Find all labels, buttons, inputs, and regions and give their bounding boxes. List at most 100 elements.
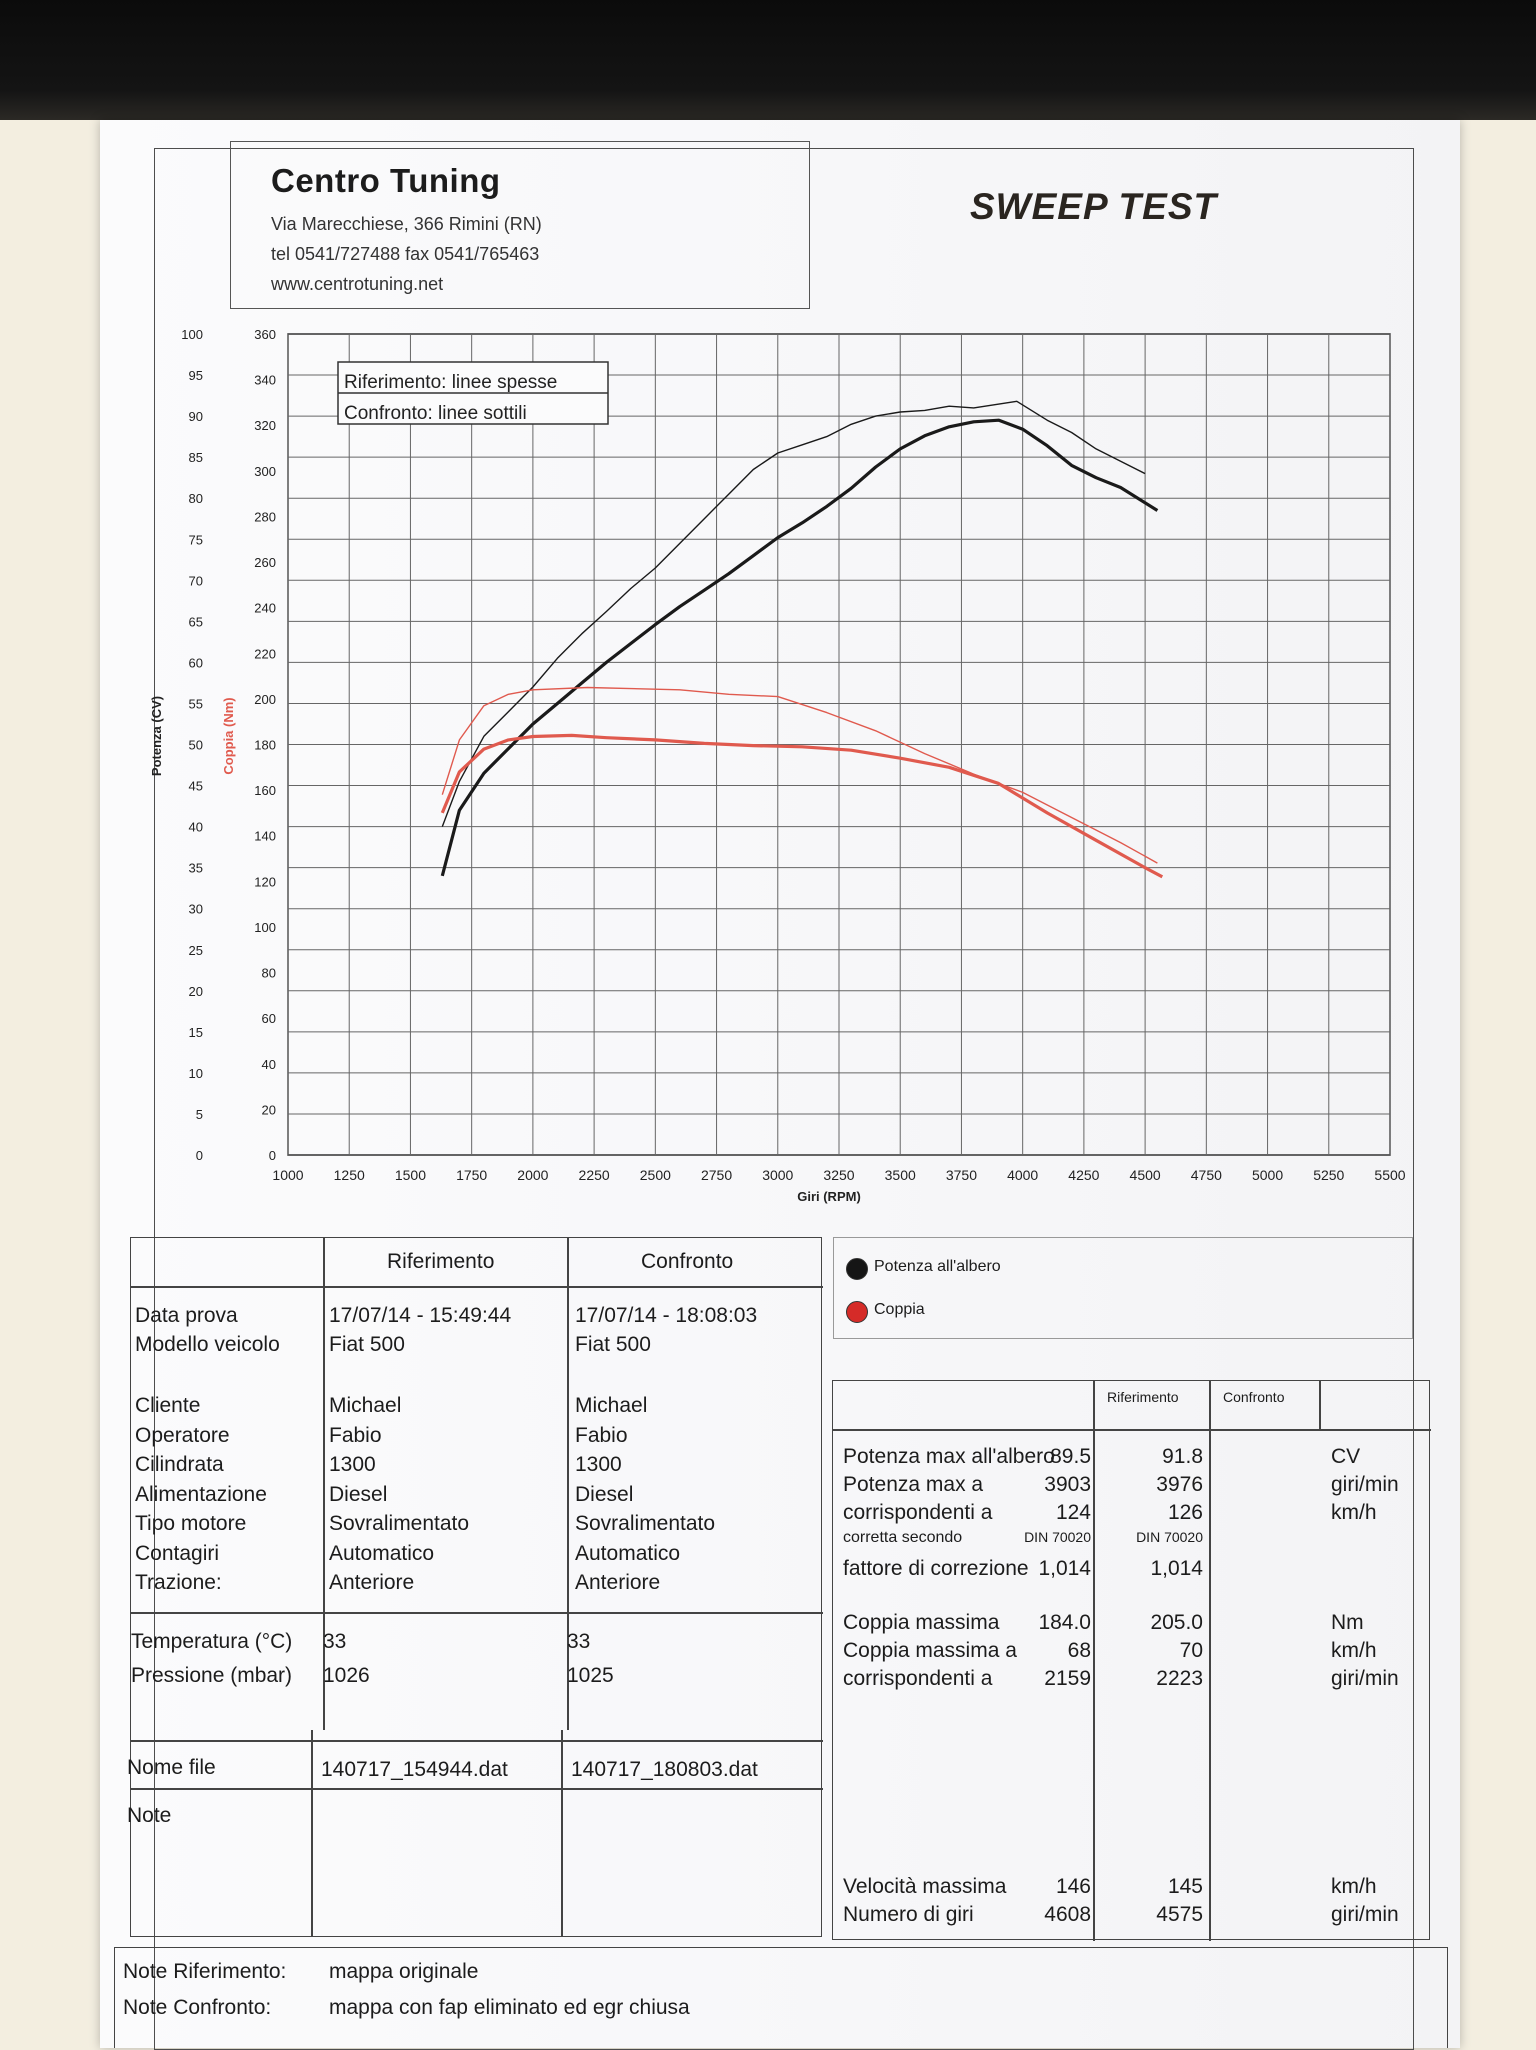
results-power-cmp-3: DIN 70020 <box>1136 1529 1203 1545</box>
x-tick-label: 4250 <box>1068 1167 1099 1183</box>
torque-tick-label: 300 <box>254 464 276 479</box>
results-speed-labels-1: Numero di giri <box>843 1903 974 1926</box>
results-power-ref-3: DIN 70020 <box>1024 1529 1091 1545</box>
results-power-ref-4: 1,014 <box>1038 1557 1091 1580</box>
torque-tick-label: 80 <box>262 966 276 981</box>
note-label: Note <box>127 1804 172 1827</box>
power-tick-label: 90 <box>189 409 203 424</box>
chart-legend-box: Riferimento: linee spesse Confronto: lin… <box>337 361 609 425</box>
results-power-ref-2: 124 <box>1055 1501 1091 1524</box>
power-tick-label: 95 <box>189 368 203 383</box>
results-torque-ref-0: 184.0 <box>1038 1611 1091 1634</box>
results-speed-cmp-1: 4575 <box>1156 1903 1203 1926</box>
torque-tick-label: 280 <box>254 509 276 524</box>
group2-cmp-1: Fabio <box>575 1423 628 1447</box>
power-tick-label: 60 <box>189 655 203 670</box>
legend-dot-power <box>846 1258 868 1280</box>
power-tick-label: 80 <box>189 491 203 506</box>
x-tick-label: 2000 <box>517 1167 548 1183</box>
col-header-confronto: Confronto <box>641 1250 734 1273</box>
torque-tick-label: 220 <box>254 646 276 661</box>
results-col-confronto: Confronto <box>1223 1389 1285 1405</box>
group2-ref-1: Fabio <box>329 1423 382 1447</box>
env-ref-1: 1026 <box>323 1664 370 1687</box>
x-tick-label: 3500 <box>885 1167 916 1183</box>
torque-tick-label: 120 <box>254 874 276 889</box>
torque-tick-label: 60 <box>262 1011 276 1026</box>
group1-cmp-1: Fiat 500 <box>575 1333 651 1356</box>
results-power-units-2: km/h <box>1331 1501 1377 1524</box>
results-power-cmp-0: 91.8 <box>1162 1445 1203 1468</box>
company-phone-fax: tel 0541/727488 fax 0541/765463 <box>271 244 540 264</box>
results-table: Riferimento Confronto Potenza max all'al… <box>832 1380 1431 1941</box>
env-labels-1: Pressione (mbar) <box>131 1664 293 1687</box>
legend-confronto-thin: Confronto: linee sottili <box>344 403 527 424</box>
x-tick-label: 1750 <box>456 1167 487 1183</box>
group2-ref-0: Michael <box>329 1394 402 1417</box>
x-tick-label: 2250 <box>579 1167 610 1183</box>
torque-tick-label: 320 <box>254 418 276 433</box>
notes-box: Note Riferimento: mappa originale Note C… <box>114 1947 1448 2048</box>
power-tick-label: 85 <box>189 450 203 465</box>
results-torque-labels-0: Coppia massima <box>843 1611 1000 1634</box>
group2-ref-6: Anteriore <box>329 1571 415 1594</box>
group2-cmp-5: Automatico <box>575 1541 681 1565</box>
x-tick-label: 3750 <box>946 1167 977 1183</box>
results-torque-units-1: km/h <box>1331 1639 1377 1662</box>
power-tick-label: 65 <box>189 614 203 629</box>
group2-labels-2: Cilindrata <box>135 1453 224 1476</box>
results-torque-units-0: Nm <box>1331 1611 1364 1634</box>
torque-tick-label: 260 <box>254 555 276 570</box>
power-tick-label: 75 <box>189 532 203 547</box>
dyno-chart: 1000 1250 1500 1750 2000 2250 2500 2750 3000 3250… <box>149 327 1406 1204</box>
power-tick-label: 35 <box>189 861 203 876</box>
col-header-riferimento: Riferimento <box>387 1250 495 1273</box>
page-title: SWEEP TEST <box>970 186 1218 227</box>
series-legend: Potenza all'albero Coppia <box>833 1237 1413 1339</box>
power-tick-label: 25 <box>189 943 203 958</box>
group2-labels-0: Cliente <box>135 1394 201 1417</box>
results-torque-cmp-2: 2223 <box>1156 1667 1203 1690</box>
results-speed-cmp-0: 145 <box>1167 1875 1203 1898</box>
torque-tick-label: 180 <box>254 738 276 753</box>
env-ref-0: 33 <box>323 1630 347 1653</box>
legend-label-torque: Coppia <box>874 1301 925 1318</box>
power-tick-label: 100 <box>181 327 203 342</box>
power-tick-label: 20 <box>189 984 203 999</box>
group2-cmp-3: Diesel <box>575 1482 634 1506</box>
torque-tick-label: 40 <box>262 1057 276 1072</box>
torque-tick-label: 200 <box>254 692 276 707</box>
results-torque-labels-1: Coppia massima a <box>843 1639 1017 1662</box>
torque-tick-label: 0 <box>269 1148 276 1163</box>
company-address: Via Marecchiese, 366 Rimini (RN) <box>271 214 542 234</box>
power-line-riferimento <box>440 418 1159 877</box>
results-speed-units-0: km/h <box>1331 1875 1377 1898</box>
torque-tick-label: 160 <box>254 783 276 798</box>
legend-label-power: Potenza all'albero <box>874 1258 1001 1275</box>
x-tick-label: 3000 <box>762 1167 793 1183</box>
results-power-ref-1: 3903 <box>1044 1473 1091 1496</box>
chart-series <box>440 400 1164 879</box>
results-power-units-0: CV <box>1331 1445 1361 1468</box>
torque-tick-label: 100 <box>254 920 276 935</box>
group2-ref-3: Diesel <box>329 1482 388 1506</box>
x-tick-label: 3250 <box>823 1167 854 1183</box>
results-torque-labels-2: corrispondenti a <box>843 1667 993 1690</box>
group1-cmp-0: 17/07/14 - 18:08:03 <box>575 1304 758 1327</box>
x-tick-label: 1000 <box>272 1167 303 1183</box>
torque-tick-label: 360 <box>254 327 276 342</box>
power-tick-label: 10 <box>189 1066 203 1081</box>
power-tick-label: 15 <box>189 1025 203 1040</box>
results-torque-units-2: giri/min <box>1331 1667 1399 1690</box>
x-tick-label: 2750 <box>701 1167 732 1183</box>
group2-ref-5: Automatico <box>329 1541 435 1565</box>
power-tick-label: 55 <box>189 696 203 711</box>
x-tick-label: 4000 <box>1007 1167 1038 1183</box>
results-power-cmp-1: 3976 <box>1156 1473 1203 1496</box>
power-tick-label: 50 <box>189 738 203 753</box>
torque-tick-label: 20 <box>262 1102 276 1117</box>
results-torque-cmp-1: 70 <box>1179 1639 1203 1662</box>
results-power-labels-1: Potenza max a <box>843 1473 984 1496</box>
note-cmp-label: Note Confronto: <box>123 1996 272 2019</box>
results-power-cmp-2: 126 <box>1167 1501 1203 1524</box>
